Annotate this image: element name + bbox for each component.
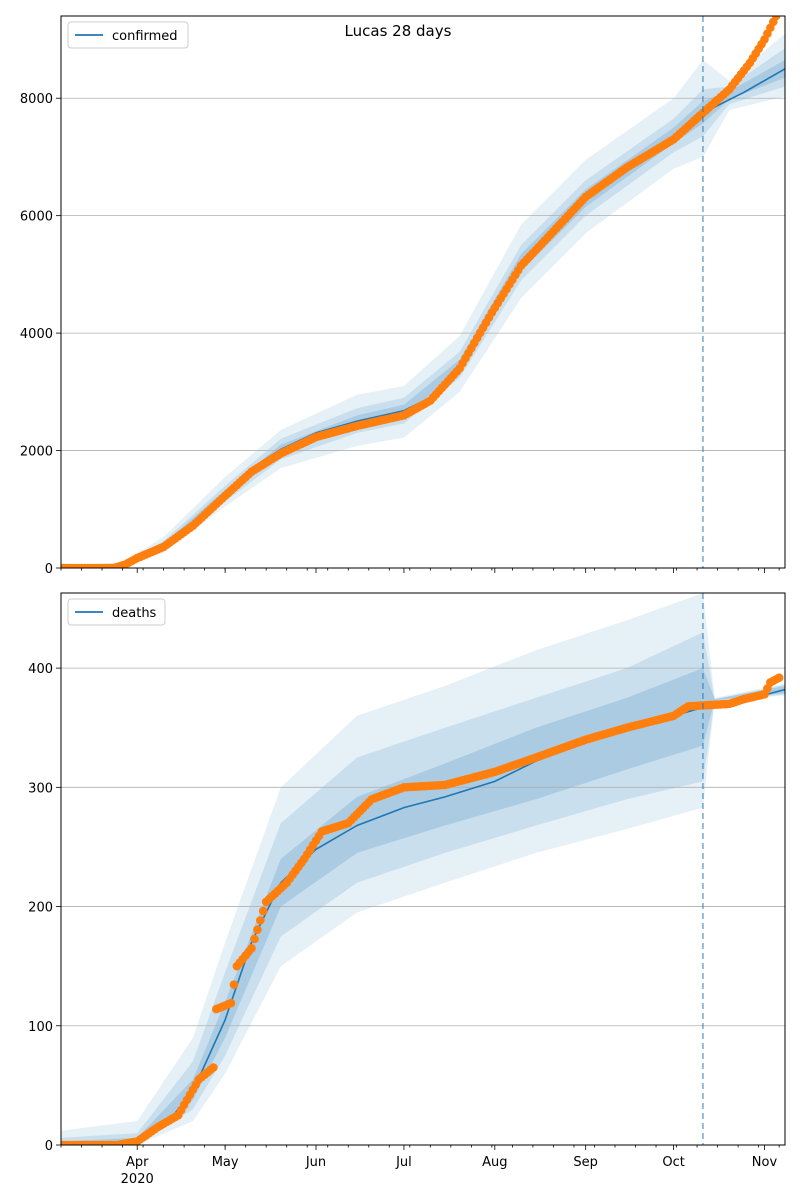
deaths-observed-point: [256, 916, 265, 925]
confirmed-ytick-label-8000: 8000: [20, 92, 53, 107]
deaths-legend: deaths: [67, 598, 166, 626]
deaths-observed-point: [253, 925, 262, 934]
xtick-label-Nov: Nov: [752, 1155, 778, 1170]
confirmed-ytick-label-6000: 6000: [20, 210, 53, 225]
deaths-ytick-label-100: 100: [28, 1020, 53, 1035]
xtick-label-May: May: [212, 1155, 239, 1170]
confirmed-legend: confirmed: [67, 21, 189, 49]
deaths-axes-frame: [60, 592, 786, 1146]
deaths-observed-point: [250, 934, 259, 944]
deaths-band-middle: [61, 632, 785, 1145]
xtick-label-Jun: Jun: [305, 1155, 326, 1170]
confirmed-observed-point: [771, 16, 781, 21]
deaths-observed-point: [258, 906, 268, 916]
x-axis-year-label: 2020: [121, 1172, 154, 1187]
deaths-x-ticks: Apr May Jun Jul Aug Sep Oct Nov: [60, 1145, 780, 1170]
confirmed-x-ticks: [60, 568, 780, 573]
deaths-observed-point: [774, 673, 784, 682]
confirmed-ytick-label-0: 0: [45, 562, 53, 577]
confirmed-panel: 0 2000 4000 6000 8000 confirmed Lucas 28 day…: [20, 15, 786, 577]
deaths-observed-point: [209, 1063, 218, 1072]
xtick-label-Aug: Aug: [482, 1155, 507, 1170]
confirmed-legend-box: [67, 21, 189, 49]
confirmed-ytick-label-4000: 4000: [20, 327, 53, 342]
xtick-label-Sep: Sep: [573, 1155, 598, 1170]
confirmed-grid: [61, 97, 785, 451]
deaths-observed-point: [229, 980, 239, 989]
confirmed-observed-points: [61, 16, 781, 568]
deaths-ytick-label-300: 300: [28, 781, 53, 796]
xtick-label-Jul: Jul: [395, 1155, 412, 1170]
xtick-label-Apr: Apr: [126, 1155, 149, 1170]
deaths-ytick-label-400: 400: [28, 662, 53, 677]
confirmed-legend-label: confirmed: [112, 29, 178, 44]
xtick-label-Oct: Oct: [662, 1155, 684, 1170]
deaths-legend-label: deaths: [112, 606, 157, 621]
confirmed-axes-frame: [60, 15, 786, 569]
deaths-observed-point: [247, 943, 256, 953]
deaths-observed-points: [61, 673, 784, 1145]
deaths-observed-point: [226, 998, 236, 1008]
deaths-ytick-label-0: 0: [45, 1139, 53, 1154]
deaths-legend-box: [67, 598, 166, 626]
deaths-panel: 0 100 200 300 400 Apr May Jun Jul Aug Sep Oct Nov d…: [28, 592, 786, 1187]
deaths-ytick-label-200: 200: [28, 901, 53, 916]
confirmed-band-middle: [61, 48, 785, 568]
confirmed-ytick-label-2000: 2000: [20, 445, 53, 460]
confirmed-y-ticks: 0 2000 4000 6000 8000: [20, 92, 61, 577]
figure-title: Lucas 28 days: [345, 22, 452, 40]
deaths-y-ticks: 0 100 200 300 400: [28, 662, 61, 1154]
confirmed-band-outer: [61, 33, 785, 568]
